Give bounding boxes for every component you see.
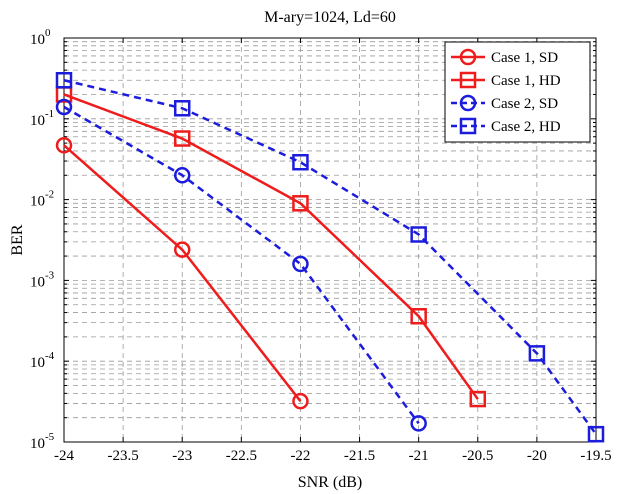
x-tick-label: -20 — [527, 448, 547, 464]
data-point — [292, 255, 309, 273]
x-tick-label: -23.5 — [107, 448, 138, 464]
data-point — [55, 98, 73, 116]
series-line — [63, 144, 302, 402]
data-point — [173, 100, 191, 117]
legend-label: Case 1, SD — [491, 50, 558, 66]
data-point — [469, 390, 487, 408]
data-point — [410, 415, 427, 432]
ticks: -24 -23.5 -23 -22.5 -22 -21.5 -21 -20.5 -20 -19.5… — [30, 27, 612, 464]
x-tick-label: -21 — [409, 448, 429, 464]
data-point — [173, 130, 191, 147]
series-1 — [55, 137, 309, 410]
x-tick-label: -19.5 — [580, 448, 611, 464]
data-point — [292, 153, 309, 171]
x-axis-label: SNR (dB) — [298, 474, 362, 491]
y-axis-label: BER — [9, 224, 26, 255]
legend-marker — [459, 117, 477, 135]
legend-label: Case 2, HD — [491, 119, 561, 135]
legend: Case 1, SD Case 1, HD Case 2, SD Case 2, HD — [444, 41, 591, 143]
legend-label: Case 1, HD — [491, 73, 561, 89]
legend-marker — [459, 94, 477, 112]
y-tick-label: 10-5 — [30, 431, 55, 452]
x-tick-label: -21.5 — [344, 448, 375, 464]
y-tick-label: 100 — [30, 27, 51, 48]
chart-title: M-ary=1024, Ld=60 — [264, 9, 396, 26]
series-line — [63, 105, 420, 425]
y-tick-label: 10-4 — [30, 350, 55, 371]
series-4 — [55, 71, 605, 443]
legend-marker — [459, 71, 477, 89]
legend-box — [444, 41, 591, 143]
data-point — [587, 425, 605, 443]
x-tick-label: -22.5 — [226, 448, 257, 464]
x-tick-label: -22 — [290, 448, 310, 464]
legend-label: Case 2, SD — [491, 96, 558, 112]
data-point — [292, 195, 309, 212]
data-point — [55, 71, 73, 89]
y-tick-label: 10-3 — [30, 269, 55, 290]
series-line — [63, 93, 479, 400]
x-tick-label: -23 — [172, 448, 192, 464]
data-point — [410, 308, 427, 325]
series-line — [63, 79, 598, 435]
data-point — [528, 345, 546, 362]
series-group — [55, 71, 605, 443]
series-2 — [55, 86, 487, 408]
plot-frame — [63, 37, 597, 443]
y-tick-label: 10-2 — [30, 189, 54, 210]
legend-marker — [459, 48, 477, 66]
y-tick-label: 10-1 — [30, 108, 54, 129]
series-3 — [55, 98, 427, 432]
x-tick-label: -24 — [54, 448, 74, 464]
data-point — [410, 226, 427, 243]
data-point — [173, 241, 191, 258]
x-tick-label: -20.5 — [462, 448, 493, 464]
data-point — [292, 392, 309, 410]
data-point — [173, 167, 191, 184]
data-point — [55, 137, 73, 154]
